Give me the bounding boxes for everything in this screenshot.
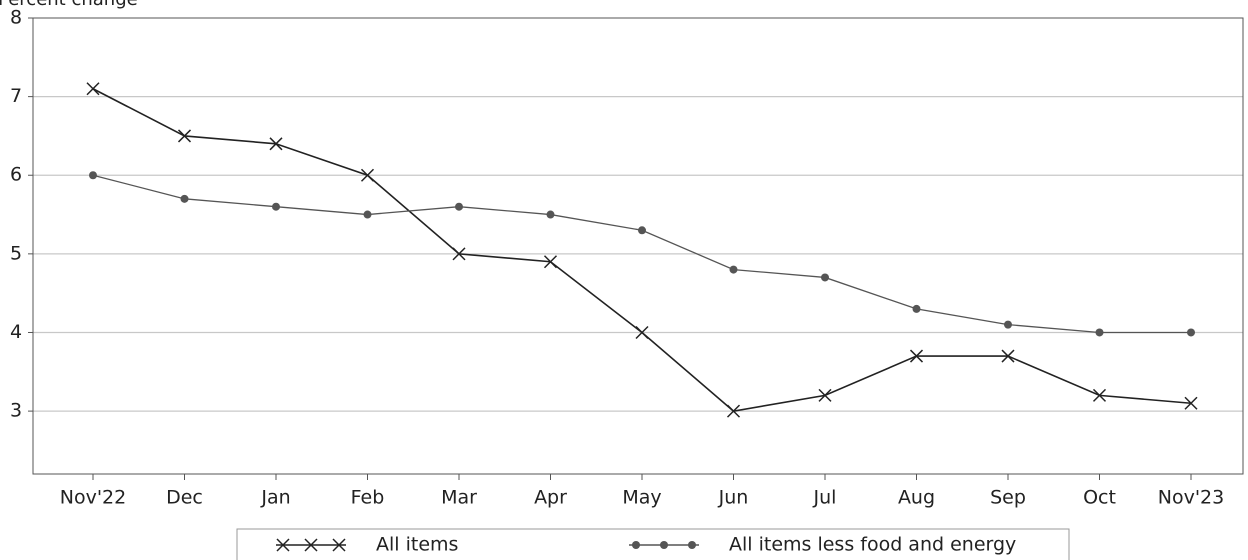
data-point-all-items-less-food-and-energy bbox=[821, 273, 829, 282]
data-point-all-items-less-food-and-energy bbox=[89, 171, 97, 180]
y-axis-ticks: 3 4 5 6 7 8 bbox=[10, 7, 33, 422]
data-point-all-items bbox=[1001, 349, 1015, 363]
x-tick-label: Oct bbox=[1083, 487, 1116, 509]
y-tick-label: 7 bbox=[10, 85, 22, 107]
data-point-all-items-less-food-and-energy bbox=[638, 226, 646, 235]
data-point-all-items bbox=[818, 388, 832, 402]
data-point-all-items-less-food-and-energy bbox=[546, 210, 555, 219]
data-point-all-items bbox=[1184, 396, 1198, 410]
gridlines bbox=[33, 96, 1243, 412]
x-tick-label: Aug bbox=[898, 487, 935, 509]
x-tick-label: Mar bbox=[441, 487, 477, 509]
x-tick-label: Jun bbox=[718, 487, 749, 509]
data-point-all-items-less-food-and-energy bbox=[1187, 328, 1195, 337]
data-point-all-items-less-food-and-energy bbox=[729, 265, 738, 274]
x-tick-label: Nov'22 bbox=[60, 487, 126, 509]
data-point-all-items bbox=[360, 168, 375, 182]
data-point-all-items bbox=[543, 255, 558, 269]
x-tick-label: Jan bbox=[260, 487, 290, 509]
y-tick-label: 5 bbox=[10, 242, 22, 264]
x-axis-ticks: Nov'22 Dec Jan Feb Mar Apr May Jun Jul Aug Sep Oct N… bbox=[60, 474, 1224, 509]
data-point-all-items bbox=[635, 325, 649, 340]
legend-label-all-items: All items bbox=[376, 534, 458, 556]
y-tick-label: 8 bbox=[10, 7, 22, 29]
data-point-all-items bbox=[177, 129, 192, 143]
data-point-all-items bbox=[726, 404, 741, 418]
data-point-all-items bbox=[452, 247, 466, 261]
legend-marker-all-items-less-food-and-energy bbox=[660, 541, 668, 549]
legend-label-all-items-less-food-and-energy: All items less food and energy bbox=[729, 534, 1016, 556]
legend-marker-all-items-less-food-and-energy bbox=[688, 541, 696, 549]
x-tick-label: Sep bbox=[990, 487, 1026, 509]
y-axis-title: Percent change bbox=[0, 0, 138, 10]
x-tick-label: Dec bbox=[166, 487, 203, 509]
data-point-all-items-less-food-and-energy bbox=[180, 194, 189, 203]
legend-marker-all-items bbox=[276, 538, 290, 552]
x-tick-label: Apr bbox=[534, 487, 567, 509]
y-tick-label: 4 bbox=[10, 321, 22, 343]
x-tick-label: Nov'23 bbox=[1158, 487, 1224, 509]
data-point-all-items bbox=[269, 137, 283, 151]
legend: All items All items less food and energy bbox=[236, 528, 1070, 560]
plot-area-frame bbox=[32, 17, 1244, 475]
data-point-all-items bbox=[1092, 388, 1107, 402]
data-point-all-items-less-food-and-energy bbox=[1004, 320, 1012, 329]
series-line-all-items bbox=[92, 88, 1192, 412]
y-tick-label: 6 bbox=[10, 164, 22, 186]
y-tick-label: 3 bbox=[10, 400, 22, 422]
data-point-all-items bbox=[86, 82, 100, 96]
legend-marker-all-items-less-food-and-energy bbox=[632, 541, 640, 549]
data-point-all-items-less-food-and-energy bbox=[912, 304, 921, 313]
data-point-all-items bbox=[909, 349, 924, 363]
data-point-all-items-less-food-and-energy bbox=[272, 202, 280, 211]
data-point-all-items-less-food-and-energy bbox=[363, 210, 372, 219]
legend-marker-all-items bbox=[332, 538, 346, 552]
x-tick-label: May bbox=[622, 487, 661, 509]
legend-marker-all-items bbox=[304, 538, 318, 552]
data-point-all-items-less-food-and-energy bbox=[1095, 328, 1104, 337]
data-point-all-items-less-food-and-energy bbox=[455, 202, 463, 211]
x-tick-label: Jul bbox=[813, 487, 837, 509]
x-tick-label: Feb bbox=[351, 487, 385, 509]
series-layer bbox=[86, 82, 1198, 418]
